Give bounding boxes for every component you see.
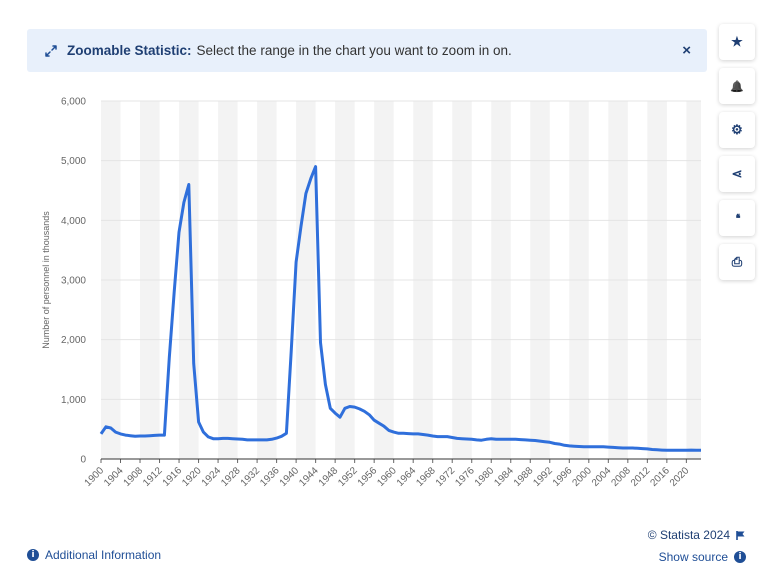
- x-tick-label: 1924: [200, 465, 224, 489]
- x-tick-label: 1952: [336, 465, 360, 489]
- x-tick-label: 1936: [258, 465, 282, 489]
- x-tick-label: 1908: [122, 465, 146, 489]
- x-tick-label: 2008: [609, 465, 633, 489]
- x-tick-label: 1996: [551, 465, 575, 489]
- x-tick-label: 2012: [629, 465, 653, 489]
- x-tick-label: 1976: [453, 465, 477, 489]
- printer-icon: ⎙: [731, 254, 743, 269]
- x-tick-label: 1984: [492, 465, 516, 489]
- y-tick-label: 5,000: [61, 156, 86, 167]
- flag-icon[interactable]: [736, 530, 746, 541]
- x-tick-label: 1980: [473, 465, 497, 489]
- x-tick-label: 1928: [219, 465, 243, 489]
- x-tick-label: 2016: [648, 465, 672, 489]
- zoom-banner: Zoomable Statistic: Select the range in …: [27, 29, 707, 72]
- x-tick-label: 1940: [278, 465, 302, 489]
- copyright-text: © Statista 2024: [647, 528, 730, 542]
- y-tick-label: 1,000: [61, 395, 86, 406]
- info-icon: i: [734, 551, 746, 563]
- star-icon: ★: [731, 34, 743, 49]
- x-tick-label: 2004: [590, 465, 614, 489]
- info-icon: i: [27, 549, 39, 561]
- x-tick-label: 1948: [317, 465, 341, 489]
- x-tick-label: 2020: [668, 465, 692, 489]
- print-button[interactable]: ⎙: [719, 244, 755, 280]
- quote-icon: ❛❛: [735, 212, 740, 225]
- favorite-button[interactable]: ★: [719, 24, 755, 60]
- cite-button[interactable]: ❛❛: [719, 200, 755, 236]
- zoom-banner-text: Select the range in the chart you want t…: [196, 43, 512, 58]
- additional-information-label: Additional Information: [45, 548, 162, 562]
- x-tick-label: 1916: [161, 465, 185, 489]
- x-tick-label: 1920: [180, 465, 204, 489]
- bell-icon: 🔔: [730, 80, 744, 93]
- y-tick-label: 3,000: [61, 276, 86, 287]
- x-tick-label: 1972: [434, 465, 458, 489]
- x-tick-label: 2000: [570, 465, 594, 489]
- zoom-banner-title: Zoomable Statistic:: [67, 43, 192, 58]
- show-source-link[interactable]: Show source i: [659, 550, 746, 564]
- x-tick-label: 1992: [531, 465, 555, 489]
- x-tick-label: 1988: [512, 465, 536, 489]
- share-button[interactable]: ⋖: [719, 156, 755, 192]
- y-tick-label: 6,000: [61, 97, 86, 108]
- x-tick-label: 1904: [102, 465, 126, 489]
- x-tick-label: 1944: [297, 465, 321, 489]
- x-tick-label: 1968: [414, 465, 438, 489]
- show-source-label: Show source: [658, 550, 728, 564]
- y-axis-label: Number of personnel in thousands: [41, 211, 51, 349]
- x-tick-label: 1960: [375, 465, 399, 489]
- share-icon: ⋖: [731, 166, 743, 181]
- x-tick-label: 1964: [395, 465, 419, 489]
- notifications-button[interactable]: 🔔: [719, 68, 755, 104]
- x-tick-label: 1900: [83, 465, 107, 489]
- x-tick-label: 1932: [239, 465, 263, 489]
- close-banner-button[interactable]: ×: [682, 42, 691, 59]
- x-tick-label: 1956: [356, 465, 380, 489]
- gear-icon: ⚙: [731, 122, 743, 137]
- y-tick-label: 0: [80, 455, 86, 466]
- y-tick-label: 4,000: [61, 216, 86, 227]
- copyright: © Statista 2024: [648, 528, 746, 542]
- settings-button[interactable]: ⚙: [719, 112, 755, 148]
- x-tick-label: 1912: [141, 465, 165, 489]
- y-tick-label: 2,000: [61, 335, 86, 346]
- series-line: [99, 165, 702, 452]
- additional-information-link[interactable]: i Additional Information: [27, 548, 161, 562]
- expand-arrows-icon: [45, 44, 57, 57]
